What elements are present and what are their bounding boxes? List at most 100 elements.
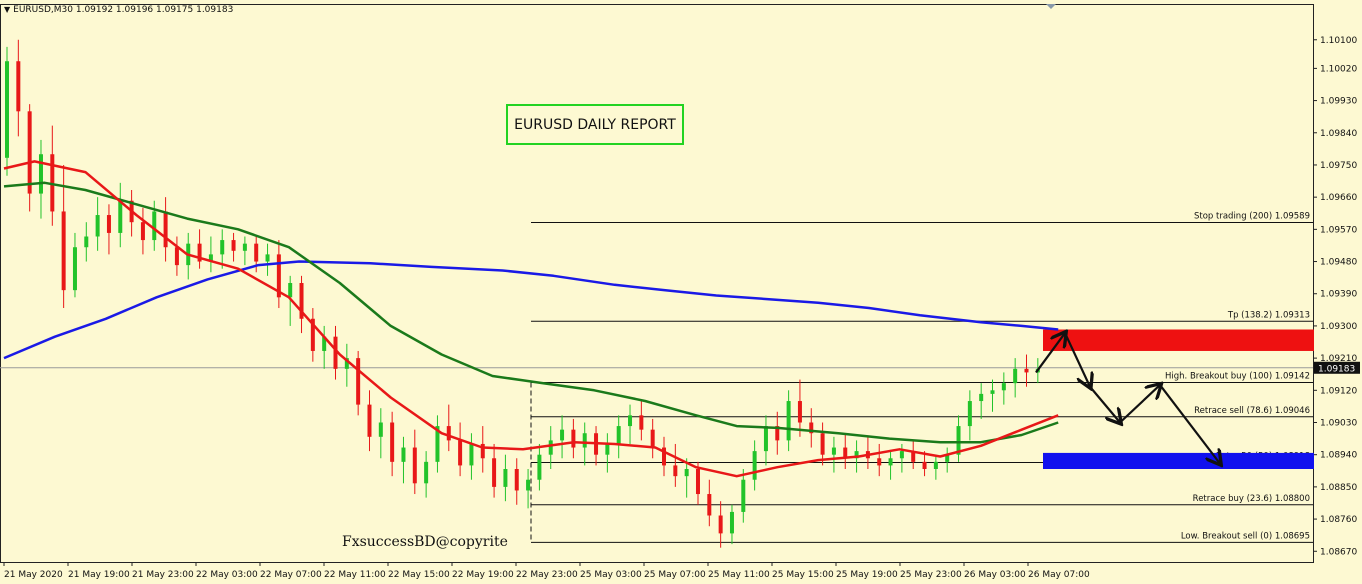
y-tick-label: 1.09570 (1320, 225, 1357, 235)
buy-zone (1043, 452, 1314, 469)
y-tick-label: 1.08850 (1320, 483, 1357, 493)
y-tick-label: 1.09390 (1320, 290, 1357, 300)
candle-body (5, 61, 9, 158)
y-tick-label: 1.09840 (1320, 129, 1357, 139)
candle-body (763, 426, 768, 452)
candle-body (231, 240, 236, 251)
candle-body (650, 429, 655, 448)
x-tick-label: 21 May 2020 (4, 570, 63, 580)
candle-body (299, 283, 304, 319)
candle-body (729, 511, 734, 534)
candle-body (356, 358, 361, 405)
ma-blue-line (3, 260, 1059, 360)
candle-body (84, 236, 89, 248)
candle-body (922, 461, 927, 469)
candle-body (412, 447, 417, 484)
shift-marker-icon (1046, 4, 1056, 9)
y-tick-label: 1.09660 (1320, 193, 1357, 203)
forecast-arrow (1119, 385, 1160, 424)
candle-body (582, 433, 587, 448)
candle-body (888, 458, 893, 466)
x-tick-label: 25 May 23:00 (900, 570, 962, 580)
candle-body (990, 390, 995, 394)
candle-body (526, 479, 531, 491)
y-tick-label: 1.10020 (1320, 64, 1357, 74)
candle-body (967, 401, 972, 427)
x-tick-label: 21 May 23:00 (132, 570, 194, 580)
candle-body (367, 404, 372, 437)
x-tick-label: 22 May 03:00 (196, 570, 258, 580)
candle-body (333, 336, 338, 369)
x-tick-label: 25 May 11:00 (708, 570, 770, 580)
current-price-tag (1314, 361, 1360, 374)
candle-body (72, 247, 77, 291)
report-title-box: EURUSD DAILY REPORT (506, 104, 684, 145)
candle-body (480, 443, 485, 459)
candle-body (446, 426, 451, 441)
fib-level-label: Retrace buy (23.6) 1.08800 (1193, 494, 1310, 504)
candle-body (1001, 383, 1006, 391)
candle-body (106, 215, 111, 233)
candle-body (50, 154, 55, 212)
candle-body (854, 451, 859, 459)
forecast-arrow (1159, 384, 1220, 464)
candle-body (458, 440, 463, 466)
candle-body (537, 454, 542, 480)
candle-body (401, 447, 406, 462)
candle-body (899, 451, 904, 459)
candle-body (503, 469, 508, 487)
dropdown-triangle-icon[interactable]: ▼ (4, 5, 11, 14)
fib-level-label: Tp (138.2) 1.09313 (1227, 310, 1310, 320)
candle-body (786, 401, 791, 441)
candle-body (560, 429, 565, 441)
candle-body (662, 447, 667, 466)
x-tick-label: 26 May 03:00 (964, 570, 1026, 580)
candle-body (95, 215, 100, 237)
fib-level-label: Low. Breakout sell (0) 1.08695 (1181, 531, 1310, 541)
y-tick-label: 1.09210 (1320, 354, 1357, 364)
candle-body (174, 247, 179, 266)
candle-body (208, 254, 213, 262)
candle-body (775, 426, 780, 441)
y-tick-label: 1.09480 (1320, 258, 1357, 268)
candle-body (605, 443, 610, 455)
x-tick-label: 25 May 03:00 (580, 570, 642, 580)
candle-body (435, 426, 440, 462)
current-price-label: 1.09183 (1318, 364, 1355, 374)
candle-body (310, 318, 315, 351)
fib-level-label: High. Breakout buy (100) 1.09142 (1165, 371, 1310, 381)
x-tick-label: 21 May 19:00 (68, 570, 130, 580)
candle-body (288, 283, 293, 298)
candle-body (390, 422, 395, 462)
x-tick-label: 22 May 19:00 (452, 570, 514, 580)
candle-body (265, 254, 270, 262)
candle-body (684, 469, 689, 477)
candle-body (424, 461, 429, 484)
forecast-arrow (1064, 332, 1090, 387)
symbol-info: EURUSD,M30 1.09192 1.09196 1.09175 1.091… (13, 5, 234, 15)
y-tick-label: 1.08760 (1320, 515, 1357, 525)
candle-body (140, 222, 145, 241)
candle-body (16, 61, 21, 112)
candle-body (61, 211, 66, 291)
candle-body (492, 458, 497, 487)
y-tick-label: 1.09930 (1320, 97, 1357, 107)
ma-green-line (3, 181, 1059, 444)
candle-body (831, 447, 836, 455)
x-tick-label: 22 May 23:00 (516, 570, 578, 580)
candle-body (163, 211, 168, 248)
candle-body (197, 243, 202, 262)
candle-body (1024, 368, 1029, 373)
x-tick-label: 22 May 07:00 (260, 570, 322, 580)
x-tick-label: 25 May 19:00 (836, 570, 898, 580)
x-tick-label: 25 May 07:00 (644, 570, 706, 580)
report-title: EURUSD DAILY REPORT (514, 116, 676, 133)
candle-body (548, 440, 553, 455)
ma-red-line (3, 160, 1059, 478)
candle-body (276, 254, 281, 298)
x-tick-label: 25 May 15:00 (772, 570, 834, 580)
y-tick-label: 1.08940 (1320, 451, 1357, 461)
forecast-arrow (1089, 386, 1120, 423)
candle-body (344, 358, 349, 369)
